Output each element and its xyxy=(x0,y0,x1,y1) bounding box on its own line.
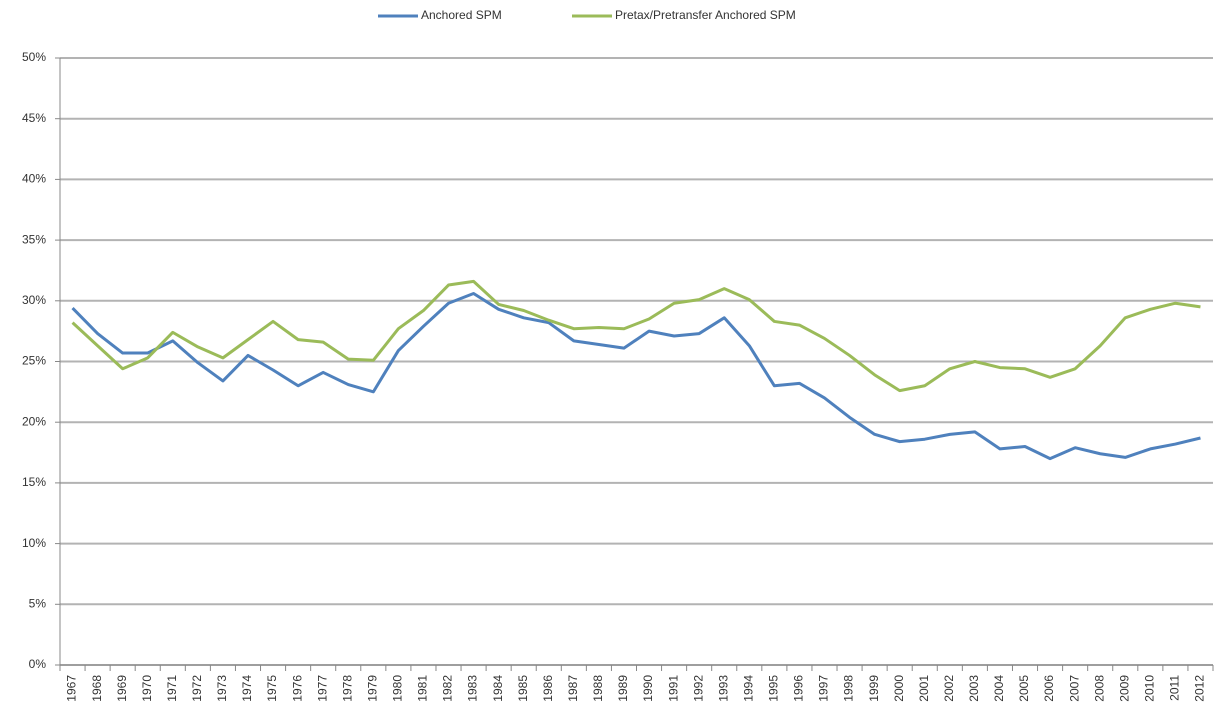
x-tick-label: 2009 xyxy=(1117,675,1131,702)
y-tick-label: 5% xyxy=(29,596,47,610)
y-tick-label: 35% xyxy=(22,232,46,246)
y-tick-label: 30% xyxy=(22,293,46,307)
x-tick-label: 1973 xyxy=(215,675,229,702)
x-tick-label: 1999 xyxy=(867,675,881,702)
x-tick-label: 1969 xyxy=(115,675,129,702)
x-tick-label: 1971 xyxy=(165,675,179,702)
x-tick-label: 1995 xyxy=(767,675,781,702)
x-tick-label: 1998 xyxy=(842,675,856,702)
y-tick-label: 0% xyxy=(29,657,47,671)
x-tick-label: 1990 xyxy=(641,675,655,702)
x-tick-label: 1967 xyxy=(65,675,79,702)
legend-label: Anchored SPM xyxy=(421,8,502,22)
x-tick-label: 2008 xyxy=(1092,675,1106,702)
x-tick-label: 1996 xyxy=(792,675,806,702)
y-tick-label: 50% xyxy=(22,50,46,64)
x-tick-label: 1982 xyxy=(441,675,455,702)
y-tick-label: 40% xyxy=(22,172,46,186)
x-tick-label: 1975 xyxy=(265,675,279,702)
x-tick-label: 1993 xyxy=(716,675,730,702)
x-tick-label: 2007 xyxy=(1067,675,1081,702)
series-line xyxy=(71,292,1201,461)
x-tick-label: 1970 xyxy=(140,675,154,702)
x-tick-label: 1984 xyxy=(491,675,505,702)
x-tick-label: 1986 xyxy=(541,675,555,702)
x-tick-label: 1979 xyxy=(365,675,379,702)
x-tick-label: 2002 xyxy=(942,675,956,702)
y-tick-label: 45% xyxy=(22,111,46,125)
x-tick-label: 2003 xyxy=(967,675,981,702)
legend-label: Pretax/Pretransfer Anchored SPM xyxy=(615,8,796,22)
x-tick-label: 1980 xyxy=(391,675,405,702)
x-tick-label: 1985 xyxy=(516,675,530,702)
x-tick-label: 1987 xyxy=(566,675,580,702)
x-tick-label: 1983 xyxy=(466,675,480,702)
x-tick-label: 1968 xyxy=(90,675,104,702)
x-tick-label: 1977 xyxy=(315,675,329,702)
x-tick-label: 2004 xyxy=(992,675,1006,702)
series-line xyxy=(71,279,1201,393)
y-tick-label: 10% xyxy=(22,536,46,550)
x-tick-label: 1974 xyxy=(240,675,254,702)
x-tick-label: 1978 xyxy=(340,675,354,702)
y-tick-label: 25% xyxy=(22,354,46,368)
y-tick-label: 15% xyxy=(22,475,46,489)
x-tick-label: 2012 xyxy=(1193,675,1207,702)
x-tick-label: 1976 xyxy=(290,675,304,702)
x-tick-label: 2000 xyxy=(892,675,906,702)
x-tick-label: 1994 xyxy=(741,675,755,702)
x-tick-label: 1997 xyxy=(817,675,831,702)
x-tick-label: 2006 xyxy=(1042,675,1056,702)
x-tick-label: 1988 xyxy=(591,675,605,702)
x-tick-label: 1989 xyxy=(616,675,630,702)
y-tick-label: 20% xyxy=(22,414,46,428)
x-tick-label: 1981 xyxy=(416,675,430,702)
x-tick-label: 2001 xyxy=(917,675,931,702)
x-tick-label: 2011 xyxy=(1168,675,1182,701)
x-tick-label: 2010 xyxy=(1143,675,1157,702)
x-tick-label: 1992 xyxy=(691,675,705,702)
x-tick-label: 2005 xyxy=(1017,675,1031,702)
x-tick-label: 1972 xyxy=(190,675,204,702)
x-tick-label: 1991 xyxy=(666,675,680,702)
